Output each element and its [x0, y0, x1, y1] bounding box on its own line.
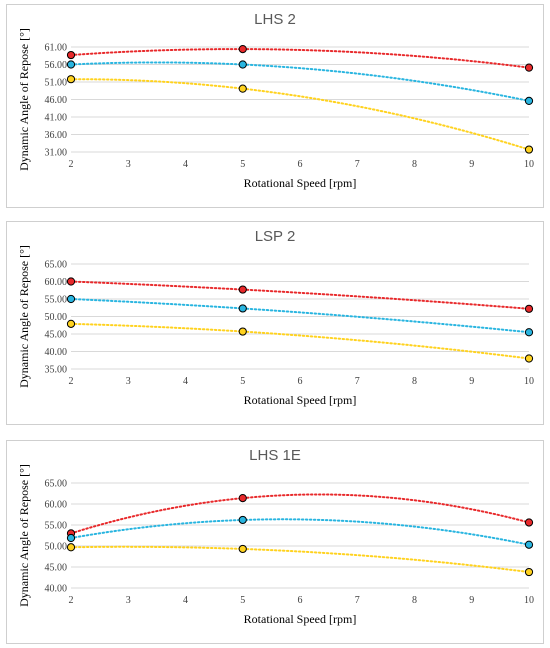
plot-area: 40.00 45.00 50.00 55.00 60.00 65.00 2 3 4 5 6 7 8 9 10…: [17, 464, 534, 626]
y-tick-label: 60.00: [45, 500, 68, 511]
x-tick-label: 3: [126, 376, 131, 387]
y-axis-title: Dynamic Angle of Repose [°]: [17, 464, 31, 607]
data-point-series-1: [238, 285, 247, 294]
data-point-series-1: [524, 518, 534, 527]
y-tick-label: 56.00: [45, 60, 68, 71]
x-tick-label: 6: [298, 159, 303, 170]
data-point-series-3: [66, 75, 76, 84]
chart-panel-lhs-2: LHS 2 31.00 36.00 41.00 46.00 51.00 56.00 61.0…: [6, 4, 544, 208]
x-tick-label: 2: [69, 376, 74, 387]
y-tick-label: 51.00: [45, 78, 68, 89]
y-tick-label: 35.00: [45, 365, 68, 376]
x-tick-label: 3: [126, 595, 131, 606]
x-tick-label: 7: [355, 159, 360, 170]
x-tick-label: 4: [183, 595, 188, 606]
y-tick-label: 45.00: [45, 330, 68, 341]
y-tick-label: 65.00: [45, 479, 68, 490]
y-axis-title: Dynamic Angle of Repose [°]: [17, 245, 31, 388]
data-point-series-1: [524, 63, 534, 72]
data-point-series-2: [524, 328, 534, 337]
x-tick-label: 8: [412, 376, 417, 387]
data-point-series-3: [524, 145, 534, 154]
x-tick-label: 10: [524, 159, 534, 170]
x-tick-label: 10: [524, 595, 534, 606]
x-tick-label: 4: [183, 159, 188, 170]
trendline-series-3: [70, 78, 530, 151]
x-tick-label: 8: [412, 595, 417, 606]
data-point-series-3: [238, 84, 247, 93]
x-tick-label: 9: [469, 159, 474, 170]
x-tick-label: 4: [183, 376, 188, 387]
x-tick-label: 2: [69, 159, 74, 170]
data-point-series-3: [66, 543, 76, 552]
y-tick-label: 45.00: [45, 563, 68, 574]
y-tick-label: 31.00: [45, 148, 68, 159]
y-tick-label: 65.00: [45, 260, 68, 271]
trendline-series-2: [70, 61, 530, 102]
data-point-series-3: [238, 544, 247, 554]
data-point-series-2: [66, 294, 76, 304]
data-point-series-1: [238, 45, 247, 54]
y-tick-label: 40.00: [45, 584, 68, 595]
data-point-series-3: [524, 354, 534, 363]
chart-panel-lsp-2: LSP 2 35.00 40.00 45.00 50.00 55.00 60.00 65.0…: [6, 221, 544, 425]
y-axis-title: Dynamic Angle of Repose [°]: [17, 28, 31, 171]
y-tick-label: 55.00: [45, 521, 68, 532]
x-tick-label: 2: [69, 595, 74, 606]
trendline-series-1: [70, 493, 530, 535]
data-point-series-1: [524, 304, 534, 313]
trendline-series-2: [70, 518, 530, 546]
y-tick-label: 50.00: [45, 542, 68, 553]
data-point-series-3: [238, 327, 247, 336]
chart-panel-lhs-1e: LHS 1E 40.00 45.00 50.00 55.00 60.00 65.00 2 3 4…: [6, 440, 544, 644]
y-tick-label: 41.00: [45, 113, 68, 124]
x-tick-label: 5: [240, 376, 245, 387]
data-point-series-2: [66, 533, 76, 543]
y-tick-label: 50.00: [45, 312, 68, 323]
data-point-series-3: [66, 319, 76, 328]
x-axis-title: Rotational Speed [rpm]: [244, 612, 357, 626]
chart-title: LHS 1E: [249, 447, 301, 464]
chart-title: LHS 2: [254, 11, 296, 28]
x-tick-label: 7: [355, 595, 360, 606]
data-point-series-1: [238, 494, 247, 503]
data-point-series-2: [66, 60, 76, 69]
x-tick-label: 8: [412, 159, 417, 170]
x-tick-label: 7: [355, 376, 360, 387]
y-tick-label: 36.00: [45, 130, 68, 141]
x-tick-label: 10: [524, 376, 534, 387]
trendline-series-1: [70, 280, 530, 310]
x-tick-label: 6: [298, 376, 303, 387]
data-point-series-1: [66, 50, 76, 60]
y-tick-label: 46.00: [45, 95, 68, 106]
data-point-series-2: [524, 540, 534, 549]
x-tick-label: 5: [240, 595, 245, 606]
data-point-series-2: [238, 304, 247, 313]
trendline-series-2: [70, 298, 530, 334]
data-point-series-2: [524, 96, 534, 106]
data-point-series-1: [66, 277, 76, 286]
y-tick-label: 61.00: [45, 43, 68, 54]
trendline-series-3: [70, 322, 530, 360]
trendline-series-3: [70, 545, 530, 574]
x-axis-title: Rotational Speed [rpm]: [244, 393, 357, 407]
plot-area: 35.00 40.00 45.00 50.00 55.00 60.00 65.00 2 3 4 5 6…: [17, 245, 534, 407]
x-tick-label: 9: [469, 376, 474, 387]
y-tick-label: 40.00: [45, 347, 68, 358]
x-tick-label: 3: [126, 159, 131, 170]
data-point-series-3: [524, 567, 534, 577]
trendline-series-1: [70, 48, 530, 69]
y-tick-label: 60.00: [45, 277, 68, 288]
plot-area: 31.00 36.00 41.00 46.00 51.00 56.00 61.00 2 3 4 5 6…: [17, 28, 534, 190]
data-point-series-2: [238, 515, 247, 525]
x-tick-label: 6: [298, 595, 303, 606]
y-tick-label: 55.00: [45, 295, 68, 306]
chart-title: LSP 2: [254, 228, 296, 245]
x-tick-label: 9: [469, 595, 474, 606]
x-tick-label: 5: [240, 159, 245, 170]
data-point-series-2: [238, 60, 247, 69]
x-axis-title: Rotational Speed [rpm]: [244, 176, 357, 190]
